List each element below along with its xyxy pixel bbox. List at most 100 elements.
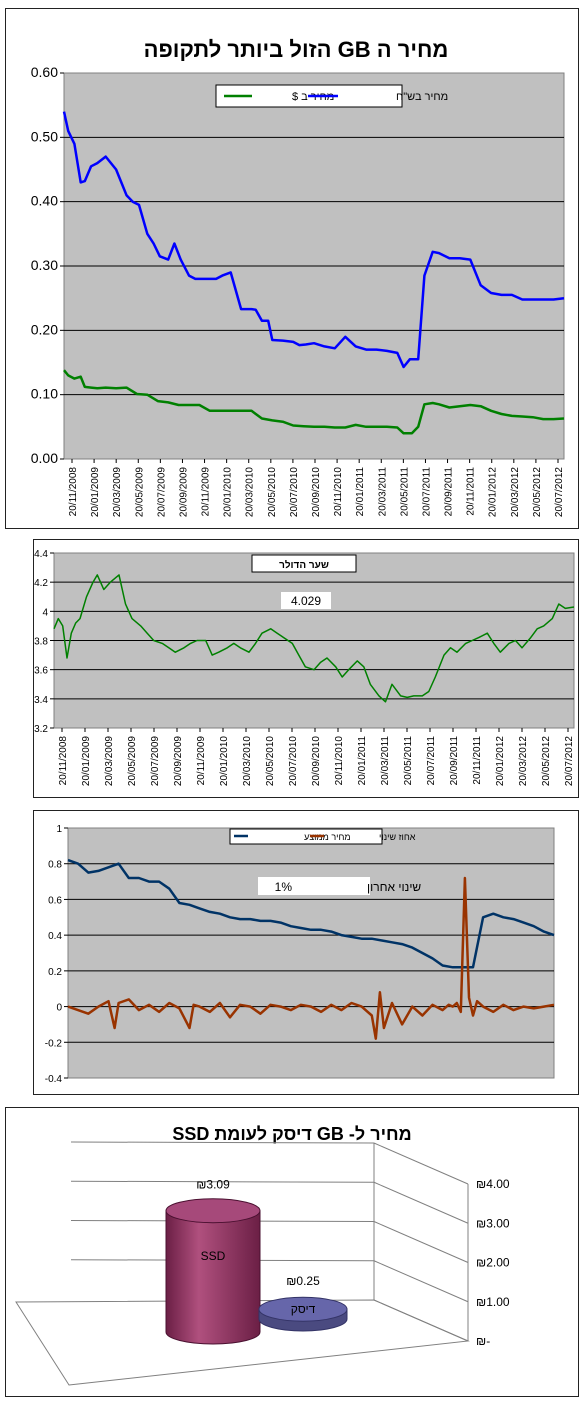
y-tick-label: ₪3.00 <box>476 1216 510 1230</box>
y-tick-label: 3.8 <box>34 637 48 648</box>
x-tick-label: 20/11/2009 <box>201 467 212 517</box>
x-tick-label: 20/11/2009 <box>196 736 207 786</box>
y-tick-label: 0.40 <box>31 193 58 209</box>
annotation-box <box>258 877 370 895</box>
x-tick-label: 20/03/2012 <box>510 467 521 517</box>
category-label-ssd: SSD <box>201 1249 226 1263</box>
x-tick-label: 20/07/2011 <box>426 736 437 786</box>
x-tick-label: 20/01/2010 <box>223 467 234 517</box>
annotation-box <box>281 592 331 609</box>
x-tick-label: 20/01/2011 <box>357 736 368 786</box>
chart-gb-price: מחיר ה GB הזול ביותר לתקופה 0.00 0.10 0.20 0… <box>31 37 565 517</box>
x-tick-label: 20/09/2011 <box>449 736 460 786</box>
x-tick-label: 20/01/2009 <box>90 467 101 517</box>
y-tick-label: 0.60 <box>31 64 58 80</box>
x-tick-label: 20/05/2011 <box>399 467 410 517</box>
chart-panel-gb-price: מחיר ה GB הזול ביותר לתקופה 0.00 0.10 0.20 0… <box>5 8 579 529</box>
x-tick-label: 20/01/2010 <box>219 736 230 786</box>
series-usd-line <box>63 369 565 435</box>
series-dollar-line <box>53 574 575 703</box>
x-tick-label: 20/07/2010 <box>289 467 300 517</box>
x-tick-label: 20/01/2009 <box>81 736 92 786</box>
y-tick-label: 0.2 <box>48 967 62 978</box>
chart-title: שער הדולר <box>279 559 329 571</box>
x-tick-label: 20/03/2009 <box>104 736 115 786</box>
chart-panel-average-price: -0.4 -0.2 0 0.2 0.4 0.6 0.8 1 מחיר ממוצע אחוז שינ… <box>33 810 579 1095</box>
y-tick-label: 0.50 <box>31 128 58 144</box>
gridline-side <box>373 1142 469 1185</box>
annotation-label: שינוי אחרון <box>367 880 421 894</box>
x-tick-label: 20/07/2009 <box>156 467 167 517</box>
x-tick-label: 20/07/2011 <box>421 467 432 517</box>
series-average-price-line <box>67 858 555 969</box>
gridline-side <box>373 1181 469 1224</box>
chart-dollar-rate: 3.2 3.4 3.6 3.8 4 4.2 4.4 20/11/2008 20/01/2009 2… <box>34 549 575 786</box>
bar-disk-top <box>258 1296 348 1322</box>
y-tick-label: 4.2 <box>34 578 48 589</box>
y-tick-label: ₪4.00 <box>476 1177 510 1191</box>
series-ils-line <box>62 111 565 369</box>
x-tick-label: 20/09/2010 <box>311 736 322 786</box>
y-tick-label: 0.20 <box>31 321 58 337</box>
x-tick-label: 20/05/2010 <box>265 736 276 786</box>
x-tick-label: 20/05/2011 <box>403 736 414 786</box>
y-tick-label: 0.10 <box>31 386 58 402</box>
y-tick-label: 4.4 <box>34 549 48 560</box>
x-tick-label: 20/07/2012 <box>564 736 575 786</box>
x-tick-label: 20/05/2009 <box>127 736 138 786</box>
gridline-back <box>70 1180 375 1183</box>
gridline-back <box>70 1141 375 1144</box>
chart-average-price: -0.4 -0.2 0 0.2 0.4 0.6 0.8 1 מחיר ממוצע אחוז שינ… <box>45 824 555 1085</box>
y-tick-label: -0.4 <box>45 1074 63 1085</box>
legend-box <box>229 828 383 845</box>
chart-panel-dollar-rate: 3.2 3.4 3.6 3.8 4 4.2 4.4 20/11/2008 20/01/2009 2… <box>33 539 579 798</box>
data-label-disk: ₪0.25 <box>286 1274 320 1288</box>
legend-label-change: אחוז שינוי <box>379 832 416 842</box>
category-label-disk: דיסק <box>291 1302 316 1316</box>
x-tick-label: 20/11/2008 <box>58 736 69 786</box>
x-tick-label: 20/01/2011 <box>355 467 366 517</box>
y-tick-label: 0.00 <box>31 450 58 466</box>
title-box <box>251 554 357 573</box>
x-tick-label: 20/05/2012 <box>532 467 543 517</box>
x-tick-label: 20/07/2012 <box>554 467 565 517</box>
x-tick-label: 20/03/2009 <box>112 467 123 517</box>
y-tick-label: 3.4 <box>34 695 48 706</box>
x-tick-label: 20/07/2009 <box>150 736 161 786</box>
x-tick-label: 20/01/2012 <box>488 467 499 517</box>
gridline-side <box>373 1260 469 1303</box>
chart-title: מחיר ה GB הזול ביותר לתקופה <box>144 37 449 62</box>
y-tick-label: 0.8 <box>48 860 62 871</box>
y-tick-label: ₪1.00 <box>476 1295 510 1309</box>
x-tick-label: 20/09/2009 <box>178 467 189 517</box>
annotation-value: 1% <box>275 880 293 894</box>
x-tick-label: 20/03/2010 <box>242 736 253 786</box>
bar-ssd <box>165 1210 261 1345</box>
gridline-side <box>373 1299 469 1342</box>
data-label-ssd: ₪3.09 <box>196 1178 230 1192</box>
x-tick-label: 20/07/2010 <box>288 736 299 786</box>
gridline-side <box>373 1221 469 1263</box>
chart-title: מחיר ל- GB דיסק לעומת SSD <box>172 1124 411 1144</box>
y-tick-label: 0 <box>56 1003 62 1014</box>
series-change-percent-line <box>67 876 555 1040</box>
legend-label-ils: מחיר בש"ח <box>396 91 448 103</box>
y-tick-label: ₪2.00 <box>476 1256 510 1270</box>
x-tick-label: 20/05/2012 <box>541 736 552 786</box>
x-tick-label: 20/03/2012 <box>518 736 529 786</box>
y-tick-label: 3.2 <box>34 724 48 735</box>
bar-ssd-top <box>165 1198 261 1224</box>
x-tick-label: 20/01/2012 <box>495 736 506 786</box>
x-tick-label: 20/03/2011 <box>377 467 388 517</box>
y-tick-label: ₪- <box>476 1334 490 1348</box>
x-tick-label: 20/11/2008 <box>68 467 79 517</box>
y-tick-label: -0.2 <box>45 1038 63 1049</box>
x-tick-label: 20/05/2010 <box>267 467 278 517</box>
x-tick-label: 20/11/2011 <box>466 467 477 516</box>
x-tick-label: 20/11/2011 <box>472 736 483 785</box>
y-tick-label: 0.4 <box>48 931 62 942</box>
annotation-value: 4.029 <box>291 594 321 608</box>
x-tick-label: 20/09/2010 <box>311 467 322 517</box>
plot-area <box>67 827 555 1079</box>
x-tick-label: 20/03/2010 <box>245 467 256 517</box>
